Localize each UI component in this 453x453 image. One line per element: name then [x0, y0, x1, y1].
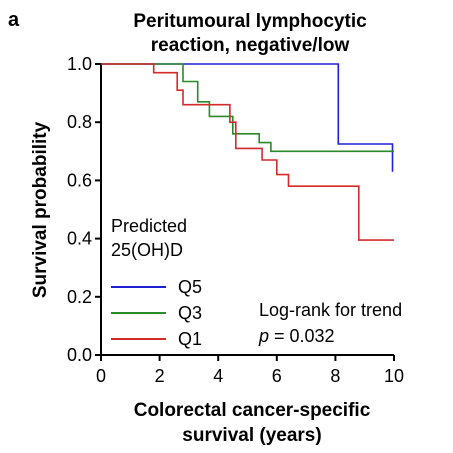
legend-title-line2: 25(OH)D [111, 240, 183, 260]
legend-label-q3: Q3 [178, 303, 202, 323]
x-tick-label: 0 [96, 366, 106, 386]
series-line-q3 [101, 63, 394, 153]
x-axis-label-line1: Colorectal cancer-specific [134, 400, 371, 421]
x-tick-label: 4 [213, 366, 223, 386]
legend-items: Q5 Q3 Q1 [111, 277, 202, 349]
annotation-line2: p = 0.032 [258, 326, 335, 346]
series-line-q1 [101, 63, 394, 241]
x-axis-label-line2: survival (years) [182, 425, 321, 446]
x-tick-label: 10 [384, 366, 404, 386]
legend-label-q5: Q5 [178, 277, 202, 297]
annotation-line1: Log-rank for trend [259, 300, 402, 320]
y-tick-label: 1.0 [67, 54, 92, 74]
y-tick-label: 0.6 [67, 170, 92, 190]
p-label: p [258, 326, 269, 346]
series-layer [101, 63, 394, 241]
y-tick-label: 0.8 [67, 112, 92, 132]
y-tick-label: 0.0 [67, 345, 92, 365]
legend-title-line1: Predicted [111, 216, 187, 236]
series-line-q5 [101, 63, 394, 172]
panel-label: a [8, 9, 20, 31]
x-tick-label: 6 [272, 366, 282, 386]
logrank-annotation: Log-rank for trend p = 0.032 [258, 300, 402, 346]
axes: 0.0 0.2 0.4 0.6 0.8 1.0 0 2 4 6 8 10 [67, 54, 404, 386]
y-axis-label: Survival probability [30, 121, 51, 298]
x-tick-label: 2 [155, 366, 165, 386]
chart-title-line2: reaction, negative/low [151, 35, 350, 56]
legend-label-q1: Q1 [178, 329, 202, 349]
legend: Predicted 25(OH)D Q5 Q3 Q1 [111, 216, 202, 349]
p-value: = 0.032 [274, 326, 335, 346]
x-tick-label: 8 [330, 366, 340, 386]
chart-title-line1: Peritumoural lymphocytic [133, 11, 367, 32]
y-tick-label: 0.2 [67, 287, 92, 307]
y-tick-label: 0.4 [67, 229, 92, 249]
